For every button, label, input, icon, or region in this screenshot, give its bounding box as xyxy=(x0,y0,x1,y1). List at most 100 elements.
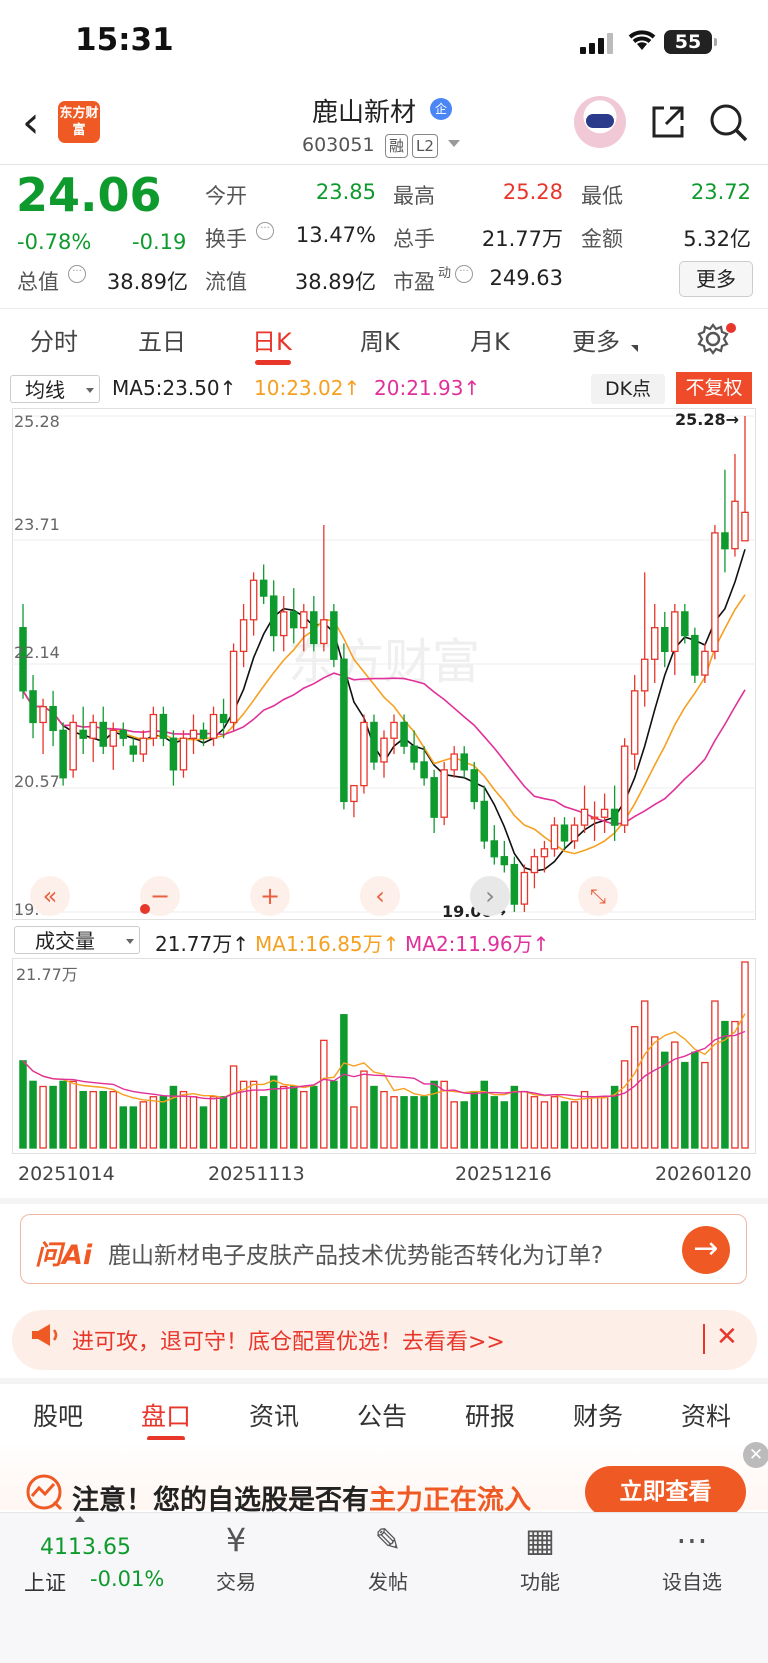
low-value: 23.72 xyxy=(690,180,751,204)
volume-bar xyxy=(259,1096,268,1149)
candle-body xyxy=(310,611,318,645)
ai-question-bar[interactable] xyxy=(20,1214,747,1284)
fullscreen-icon[interactable]: ⤡ xyxy=(578,876,618,916)
tab-monthly-k[interactable]: 月K xyxy=(470,328,510,356)
promo-banner[interactable] xyxy=(12,1310,757,1370)
volume-bar xyxy=(340,1014,348,1149)
candle-body xyxy=(179,737,188,771)
turnover-value: 13.47% xyxy=(295,223,376,247)
y-tick: 25.28 xyxy=(14,412,60,431)
view-now-button[interactable]: 立即查看 xyxy=(585,1466,746,1518)
volume-bar xyxy=(490,1096,499,1149)
candle-body xyxy=(169,737,178,771)
tab-pankou[interactable]: 盘口 xyxy=(141,1402,192,1431)
candle-body xyxy=(269,595,278,637)
nav-post[interactable]: ✎ 发帖 xyxy=(338,1520,438,1595)
index-name[interactable]: 上证 xyxy=(24,1571,66,1595)
tab-finance[interactable]: 财务 xyxy=(573,1402,624,1431)
volume-bar xyxy=(440,1080,448,1149)
candle-body xyxy=(69,721,77,771)
zoom-in-icon[interactable]: + xyxy=(250,876,290,916)
promo-text[interactable]: 进可攻，退可守！底仓配置优选！去看看>> xyxy=(72,1330,505,1355)
y-tick: 20.57 xyxy=(14,772,60,791)
tab-guba[interactable]: 股吧 xyxy=(33,1402,84,1431)
nav-functions[interactable]: ▦ 功能 xyxy=(490,1520,590,1595)
trend-chart-icon xyxy=(24,1472,64,1516)
index-value[interactable]: 4113.65 xyxy=(40,1535,131,1560)
volume-bar xyxy=(661,1051,669,1149)
scroll-right-icon[interactable]: › xyxy=(470,876,510,916)
kline-chart[interactable]: 东方财富 xyxy=(12,408,756,920)
volume-bar xyxy=(289,1085,298,1149)
enterprise-badge: 企 xyxy=(430,98,452,120)
tab-announcements[interactable]: 公告 xyxy=(357,1402,408,1431)
candle-body xyxy=(650,627,659,660)
high-label: 最高 xyxy=(393,184,435,208)
settings-gear-icon[interactable] xyxy=(696,322,730,360)
close-icon[interactable]: ✕ xyxy=(743,1442,768,1468)
tab-profile[interactable]: 资料 xyxy=(681,1402,732,1431)
x-date: 20251014 xyxy=(18,1163,115,1185)
candle-body xyxy=(721,532,729,550)
info-dots-icon[interactable]: ··· xyxy=(455,265,473,283)
candle-body xyxy=(99,721,107,747)
candle-body xyxy=(400,721,408,747)
ai-question-text[interactable]: 鹿山新材电子皮肤产品技术优势能否转化为订单? xyxy=(108,1243,604,1269)
search-icon[interactable] xyxy=(708,102,750,148)
ma10-value: 10:23.02↑ xyxy=(254,376,361,400)
tab-weekly-k[interactable]: 周K xyxy=(360,328,400,356)
volume-bar xyxy=(721,1020,729,1149)
volume-bar xyxy=(681,1061,689,1149)
open-label: 今开 xyxy=(205,184,247,208)
nav-add-watchlist[interactable]: ⋯ 设自选 xyxy=(642,1520,742,1595)
close-icon[interactable]: ✕ xyxy=(716,1322,738,1352)
no-adjust-button[interactable]: 不复权 xyxy=(676,372,752,404)
volume-bar xyxy=(711,1000,719,1149)
volume-bar xyxy=(350,1106,358,1149)
candle-body xyxy=(149,713,158,739)
battery-icon: 55 xyxy=(664,30,717,54)
expand-caret-icon[interactable] xyxy=(75,1516,85,1522)
dk-point-button[interactable]: DK点 xyxy=(591,374,665,404)
share-icon[interactable] xyxy=(648,102,688,146)
volume-bar xyxy=(630,1026,639,1149)
tab-research[interactable]: 研报 xyxy=(465,1402,516,1431)
nav-label: 交易 xyxy=(216,1570,256,1594)
indicator-select[interactable]: 均线 xyxy=(10,375,100,403)
volume-chart[interactable] xyxy=(12,958,756,1154)
tab-more[interactable]: 更多 xyxy=(572,328,620,356)
tab-daily-k[interactable]: 日K xyxy=(252,328,292,356)
scroll-left-icon[interactable]: ‹ xyxy=(360,876,400,916)
float-cap-label: 流值 xyxy=(205,270,247,294)
arrow-right-icon[interactable]: → xyxy=(682,1226,730,1274)
volume-select[interactable]: 成交量 xyxy=(14,926,140,954)
ai-robot-icon[interactable] xyxy=(574,96,626,148)
current-price: 24.06 xyxy=(16,168,162,222)
info-dots-icon[interactable]: ··· xyxy=(68,265,86,283)
open-value: 23.85 xyxy=(315,180,376,204)
candle-body xyxy=(490,840,499,858)
tab-news[interactable]: 资讯 xyxy=(249,1402,300,1431)
tab-five-day[interactable]: 五日 xyxy=(138,328,186,356)
x-date: 20251113 xyxy=(208,1163,305,1185)
volume-bar xyxy=(49,1085,57,1149)
y-tick: 23.71 xyxy=(14,515,60,534)
scroll-left-fast-icon[interactable]: « xyxy=(30,876,70,916)
stock-switch-caret-icon[interactable] xyxy=(448,140,460,147)
candle-body xyxy=(209,713,218,739)
candle-body xyxy=(340,658,348,803)
notice-prefix: 注意！您的自选股是否有 xyxy=(72,1485,369,1516)
volume-bar xyxy=(701,1061,709,1149)
volume-bar xyxy=(139,1101,148,1149)
nav-trade[interactable]: ¥ 交易 xyxy=(186,1520,286,1595)
more-dots-icon: ⋯ xyxy=(676,1521,708,1559)
tab-intraday[interactable]: 分时 xyxy=(30,328,78,356)
candle-body xyxy=(129,745,138,755)
info-dots-icon[interactable]: ··· xyxy=(256,222,274,240)
nav-label: 设自选 xyxy=(662,1570,722,1594)
candle-body xyxy=(500,856,509,866)
back-chevron-icon[interactable]: ‹ xyxy=(22,97,40,148)
more-quote-button[interactable]: 更多 xyxy=(679,261,753,297)
candle-body xyxy=(420,761,428,779)
index-change: -0.01% xyxy=(90,1567,165,1591)
